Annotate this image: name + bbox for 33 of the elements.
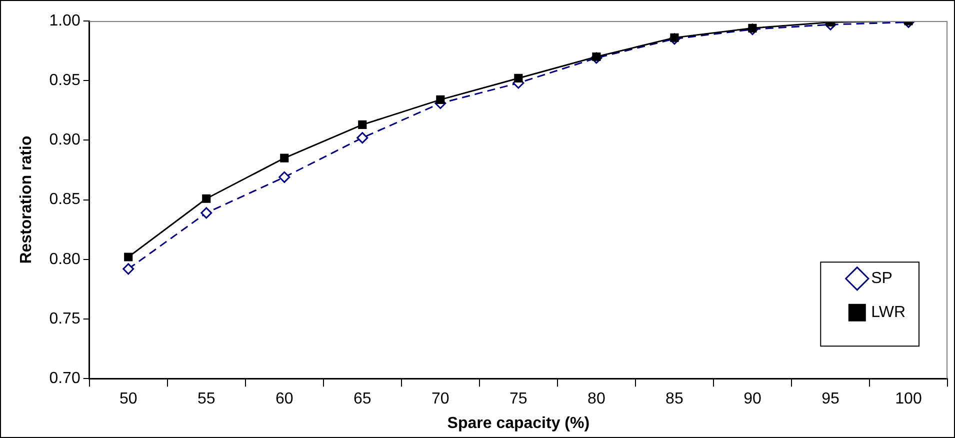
y-tick-label: 1.00 bbox=[49, 12, 80, 30]
x-axis-title: Spare capacity (%) bbox=[447, 414, 590, 432]
x-tick-label: 60 bbox=[275, 390, 294, 408]
point bbox=[124, 252, 133, 262]
y-tick-label: 0.85 bbox=[49, 191, 80, 208]
x-tick-label: 90 bbox=[744, 390, 762, 408]
point bbox=[122, 263, 134, 275]
point bbox=[200, 207, 212, 219]
point bbox=[202, 194, 211, 203]
x-tick-label: 75 bbox=[510, 390, 528, 408]
y-tick-label: 0.90 bbox=[49, 132, 80, 149]
x-tick-label: 85 bbox=[666, 390, 684, 408]
point bbox=[356, 132, 368, 144]
point bbox=[278, 171, 290, 183]
x-tick-label: 70 bbox=[432, 390, 450, 408]
x-tick-label: 95 bbox=[822, 390, 840, 408]
x-tick-label: 55 bbox=[197, 390, 216, 408]
y-axis-title: Restoration ratio bbox=[18, 136, 36, 264]
point bbox=[436, 95, 445, 104]
x-tick-label: 80 bbox=[588, 390, 606, 408]
legend-label: LWR bbox=[871, 304, 906, 322]
x-tick-label: 50 bbox=[119, 390, 138, 408]
y-tick-label: 0.75 bbox=[49, 310, 80, 328]
x-tick-label: 100 bbox=[895, 390, 922, 408]
point bbox=[280, 154, 289, 162]
y-tick-label: 0.70 bbox=[49, 370, 80, 388]
legend-label: SP bbox=[871, 270, 892, 288]
x-tick-label: 65 bbox=[353, 390, 372, 408]
y-tick-label: 0.95 bbox=[49, 72, 80, 90]
point bbox=[514, 74, 523, 82]
y-tick-label: 0.80 bbox=[49, 250, 80, 268]
point bbox=[592, 52, 601, 62]
point bbox=[358, 120, 367, 129]
